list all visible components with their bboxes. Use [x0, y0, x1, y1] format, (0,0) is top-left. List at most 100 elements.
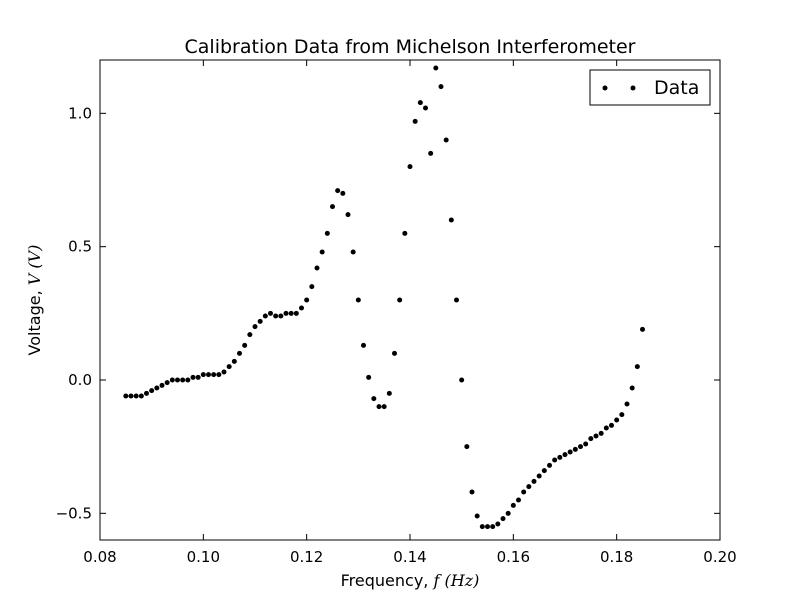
data-point — [319, 249, 325, 255]
data-point — [361, 342, 366, 348]
data-point — [634, 364, 640, 370]
data-point — [485, 524, 490, 530]
data-point — [330, 204, 335, 210]
data-point — [226, 364, 232, 370]
data-point — [598, 430, 604, 436]
data-point — [180, 377, 186, 383]
x-tick-label: 0.20 — [703, 548, 736, 566]
chart-title: Calibration Data from Michelson Interfer… — [185, 36, 636, 58]
data-point — [190, 374, 196, 380]
data-point — [510, 502, 516, 508]
data-point — [448, 217, 454, 223]
data-point — [583, 441, 589, 447]
data-point — [283, 310, 289, 316]
data-point — [345, 212, 351, 218]
data-point — [614, 417, 620, 423]
data-point — [237, 350, 242, 356]
data-point — [221, 369, 227, 375]
data-point — [402, 230, 408, 236]
data-point — [304, 297, 310, 303]
data-point — [242, 342, 248, 348]
data-point — [262, 313, 268, 319]
data-point — [123, 393, 129, 399]
data-point — [273, 313, 279, 319]
data-point — [505, 510, 511, 516]
data-point — [536, 473, 542, 479]
data-point — [164, 380, 170, 386]
data-point — [516, 497, 521, 503]
legend-label: Data — [654, 77, 699, 99]
data-point — [454, 297, 459, 303]
data-point — [293, 310, 299, 316]
data-point — [386, 390, 392, 396]
data-point — [588, 436, 594, 442]
data-point — [428, 150, 434, 156]
data-point — [593, 433, 599, 439]
legend-marker-dot-1 — [602, 85, 608, 91]
x-tick-label: 0.12 — [290, 548, 323, 566]
y-tick-label: 0.5 — [68, 238, 92, 256]
data-point — [216, 372, 222, 378]
data-point — [526, 484, 532, 490]
data-point — [144, 390, 149, 396]
data-point — [479, 524, 485, 530]
data-point — [366, 374, 372, 380]
data-point — [206, 372, 211, 378]
data-point — [521, 489, 527, 495]
data-point — [175, 377, 180, 383]
data-point — [541, 468, 547, 474]
y-tick-label: 1.0 — [68, 104, 92, 122]
data-point — [495, 521, 501, 527]
data-point — [340, 190, 346, 196]
legend-marker-dot-2 — [630, 85, 636, 91]
x-axis-ticks: 0.08 0.10 0.12 0.14 0.16 0.18 0.20 — [83, 60, 737, 566]
data-point — [200, 372, 206, 378]
data-point — [211, 372, 217, 378]
data-point — [474, 513, 480, 519]
x-tick-label: 0.10 — [187, 548, 220, 566]
data-point — [397, 297, 403, 303]
data-point — [268, 310, 273, 316]
data-point — [459, 377, 465, 383]
y-axis-ticks: −0.5 0.0 0.5 1.0 — [56, 104, 720, 522]
data-point — [309, 284, 315, 290]
data-point — [629, 385, 635, 391]
data-point — [392, 350, 397, 356]
data-point — [195, 374, 201, 380]
data-point — [376, 404, 382, 410]
data-point — [381, 404, 387, 410]
plot-area — [123, 65, 645, 530]
data-point — [552, 457, 558, 463]
x-tick-label: 0.18 — [600, 548, 633, 566]
data-point — [149, 388, 155, 394]
data-point — [547, 462, 552, 468]
data-point — [299, 305, 304, 311]
data-point — [603, 425, 609, 431]
x-tick-label: 0.14 — [393, 548, 426, 566]
data-point — [247, 332, 253, 338]
data-point — [412, 118, 418, 124]
data-point — [578, 444, 583, 450]
data-point — [469, 489, 475, 495]
data-point — [557, 454, 563, 460]
data-point — [423, 105, 428, 111]
data-point — [443, 137, 449, 143]
data-point — [490, 524, 496, 530]
data-point — [355, 297, 361, 303]
y-axis-label: Voltage, V (V) — [25, 245, 44, 356]
data-point — [562, 452, 568, 458]
data-point — [231, 358, 237, 364]
data-point — [252, 324, 258, 330]
data-point — [572, 446, 578, 452]
data-point — [169, 377, 175, 383]
data-point — [438, 84, 444, 90]
data-point — [314, 265, 320, 271]
data-point — [185, 377, 191, 383]
data-point — [640, 326, 645, 332]
x-tick-label: 0.16 — [497, 548, 530, 566]
data-point — [128, 393, 134, 399]
data-point — [417, 100, 423, 106]
data-point — [624, 401, 630, 407]
legend: Data — [589, 69, 711, 106]
